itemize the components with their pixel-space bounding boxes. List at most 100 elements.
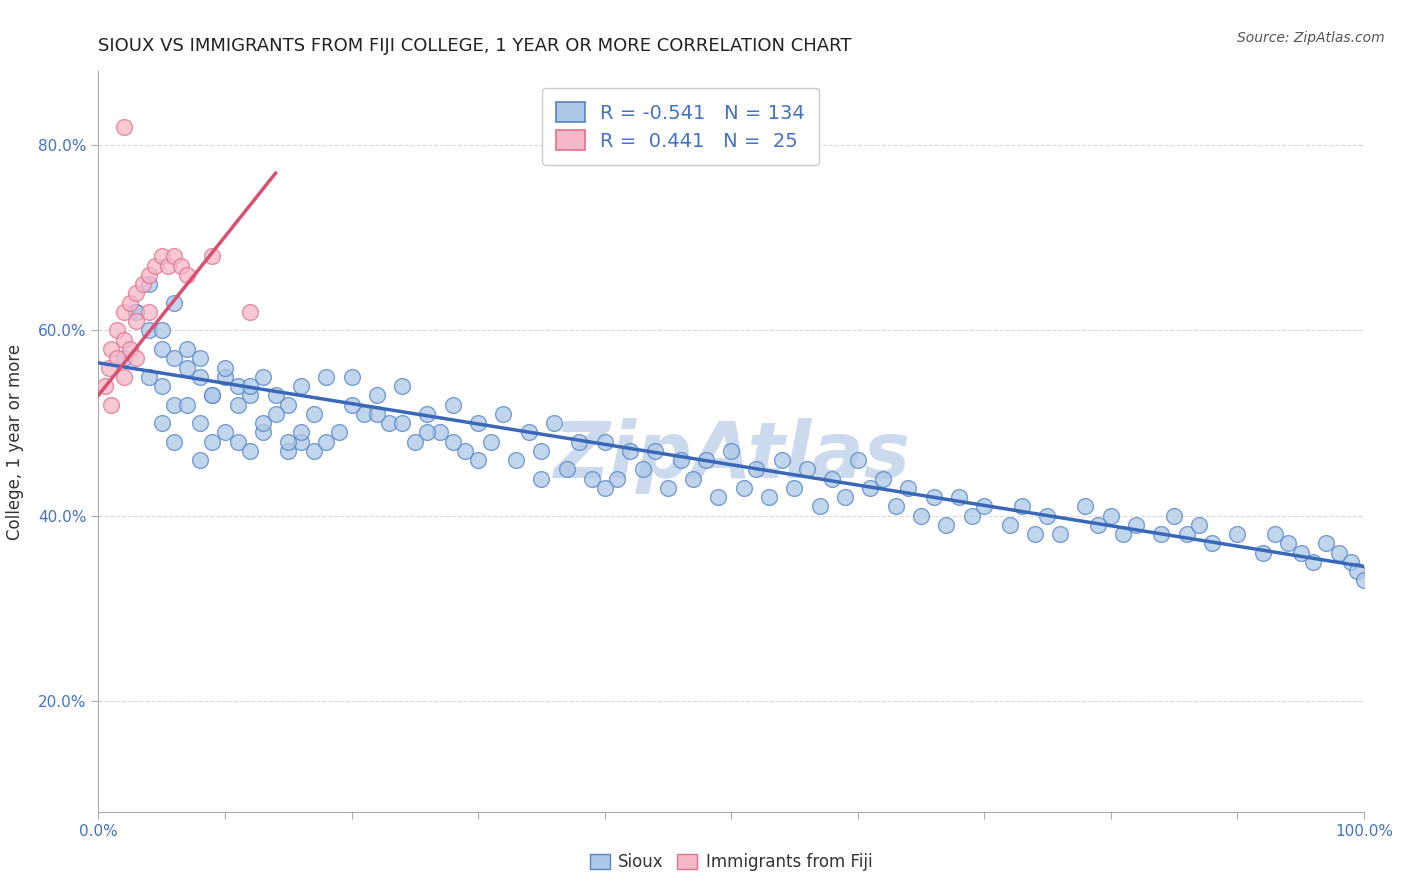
Point xyxy=(340,369,363,384)
Point xyxy=(1087,517,1109,532)
Point xyxy=(214,360,236,375)
Point xyxy=(1289,546,1312,560)
Point xyxy=(125,351,148,366)
Point xyxy=(517,425,540,440)
Point xyxy=(669,453,692,467)
Point xyxy=(150,324,173,338)
Point xyxy=(264,388,287,402)
Point xyxy=(745,462,768,476)
Point xyxy=(1340,555,1362,569)
Point xyxy=(872,471,894,485)
Point xyxy=(150,342,173,356)
Point xyxy=(720,443,742,458)
Point xyxy=(176,360,198,375)
Point xyxy=(695,453,717,467)
Point xyxy=(252,425,274,440)
Point xyxy=(543,416,565,430)
Point xyxy=(107,324,129,338)
Point xyxy=(1074,500,1097,514)
Point xyxy=(619,443,641,458)
Point xyxy=(277,443,299,458)
Text: ZipAtlas: ZipAtlas xyxy=(553,418,910,494)
Point xyxy=(290,434,312,449)
Point xyxy=(821,471,844,485)
Point xyxy=(1011,500,1033,514)
Point xyxy=(214,425,236,440)
Point xyxy=(884,500,907,514)
Point xyxy=(1201,536,1223,550)
Point xyxy=(328,425,350,440)
Point xyxy=(107,351,129,366)
Point xyxy=(239,379,262,393)
Point xyxy=(188,416,211,430)
Point xyxy=(1327,546,1350,560)
Point xyxy=(1099,508,1122,523)
Point xyxy=(1347,564,1369,578)
Point xyxy=(1226,527,1249,541)
Point xyxy=(302,443,325,458)
Point xyxy=(239,388,262,402)
Point xyxy=(416,407,439,421)
Point xyxy=(366,388,388,402)
Point xyxy=(93,379,117,393)
Point xyxy=(150,379,173,393)
Point xyxy=(120,295,141,310)
Y-axis label: College, 1 year or more: College, 1 year or more xyxy=(6,343,24,540)
Point xyxy=(391,379,413,393)
Point xyxy=(1112,527,1135,541)
Point xyxy=(505,453,527,467)
Point xyxy=(138,324,160,338)
Point xyxy=(252,416,274,430)
Point xyxy=(606,471,628,485)
Point xyxy=(1036,508,1059,523)
Point xyxy=(467,416,489,430)
Point xyxy=(112,369,135,384)
Point xyxy=(581,471,603,485)
Point xyxy=(157,259,180,273)
Point xyxy=(733,481,755,495)
Point xyxy=(897,481,920,495)
Point xyxy=(960,508,983,523)
Point xyxy=(214,369,236,384)
Point xyxy=(998,517,1021,532)
Point xyxy=(1188,517,1211,532)
Point xyxy=(163,398,186,412)
Point xyxy=(163,295,186,310)
Point xyxy=(112,333,135,347)
Point xyxy=(239,305,262,319)
Point xyxy=(125,305,148,319)
Point xyxy=(201,434,224,449)
Point xyxy=(682,471,704,485)
Point xyxy=(340,398,363,412)
Point xyxy=(631,462,654,476)
Point xyxy=(100,398,122,412)
Point xyxy=(657,481,679,495)
Point xyxy=(132,277,155,292)
Point xyxy=(910,508,932,523)
Point xyxy=(176,342,198,356)
Point xyxy=(264,407,287,421)
Point xyxy=(922,490,945,504)
Point xyxy=(120,342,141,356)
Point xyxy=(353,407,375,421)
Point xyxy=(808,500,831,514)
Point xyxy=(834,490,856,504)
Point xyxy=(935,517,957,532)
Point xyxy=(1264,527,1286,541)
Point xyxy=(1251,546,1274,560)
Point xyxy=(201,388,224,402)
Point xyxy=(1353,574,1375,588)
Point xyxy=(1125,517,1147,532)
Point xyxy=(644,443,666,458)
Point xyxy=(252,369,274,384)
Point xyxy=(859,481,882,495)
Point xyxy=(568,434,591,449)
Point xyxy=(239,443,262,458)
Point xyxy=(302,407,325,421)
Point xyxy=(555,462,578,476)
Point xyxy=(112,351,135,366)
Point xyxy=(593,481,616,495)
Point xyxy=(1163,508,1185,523)
Point xyxy=(1150,527,1173,541)
Point xyxy=(1049,527,1071,541)
